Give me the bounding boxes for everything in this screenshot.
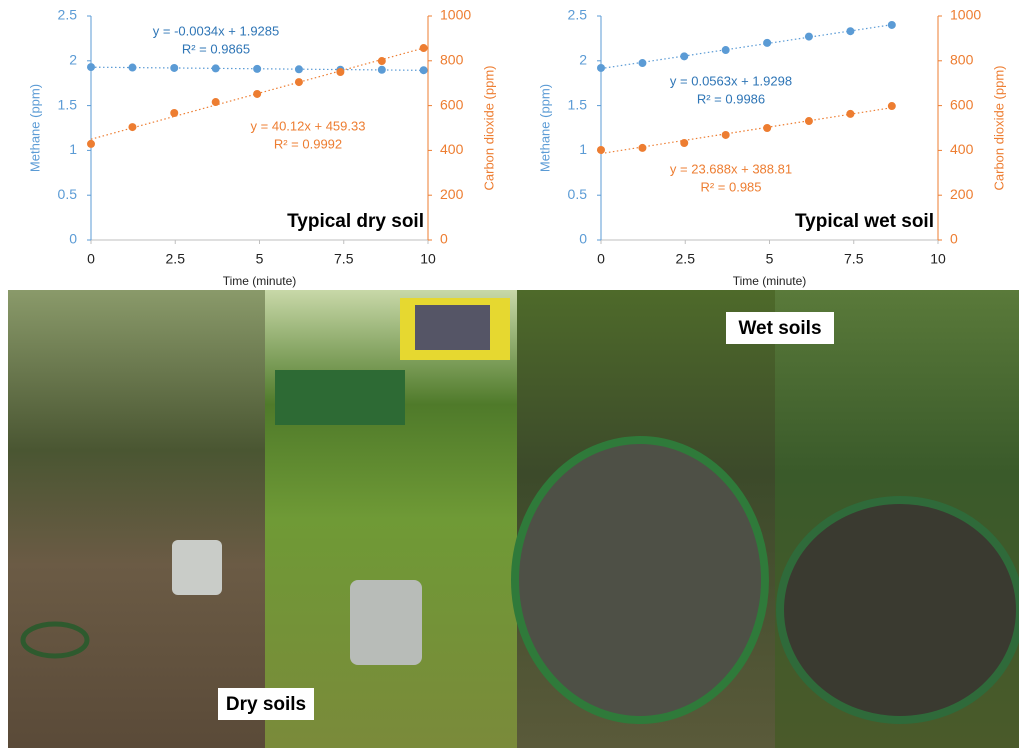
point <box>295 78 303 86</box>
analyzer-screen <box>415 305 490 350</box>
point <box>253 65 261 73</box>
point <box>597 64 605 72</box>
point <box>763 39 771 47</box>
annotation: y = 23.688x + 388.81 <box>670 161 792 176</box>
point <box>805 117 813 125</box>
point <box>763 124 771 132</box>
y2-tick-label: 1000 <box>950 7 981 23</box>
y2-tick-label: 600 <box>440 96 464 112</box>
point <box>680 139 688 147</box>
point <box>87 140 95 148</box>
chart-title: Typical wet soil <box>795 211 934 232</box>
point <box>846 27 854 35</box>
y2-axis-label: Carbon dioxide (ppm) <box>481 65 496 190</box>
point <box>212 98 220 106</box>
collar <box>780 500 1019 720</box>
point <box>295 65 303 73</box>
point <box>846 110 854 118</box>
y-tick-label: 1.5 <box>58 96 78 112</box>
x-tick-label: 0 <box>87 251 95 267</box>
x-tick-label: 5 <box>256 251 264 267</box>
x-tick-label: 2.5 <box>166 251 186 267</box>
x-axis-label: Time (minute) <box>733 274 807 288</box>
point <box>128 123 136 131</box>
photos: Dry soils Wet soils <box>8 290 1019 748</box>
y2-axis-label: Carbon dioxide (ppm) <box>991 65 1006 190</box>
y2-tick-label: 800 <box>440 52 464 68</box>
point <box>420 44 428 52</box>
y-tick-label: 2 <box>69 52 77 68</box>
collar <box>515 440 765 720</box>
point <box>638 144 646 152</box>
annotation: R² = 0.9992 <box>274 136 342 151</box>
y-tick-label: 2.5 <box>568 7 588 23</box>
y2-tick-label: 0 <box>950 231 958 247</box>
point <box>336 68 344 76</box>
annotation: y = -0.0034x + 1.9285 <box>153 23 279 38</box>
y2-tick-label: 200 <box>440 186 464 202</box>
annotation: R² = 0.985 <box>700 179 761 194</box>
photo-dry-1 <box>8 290 265 748</box>
point <box>87 63 95 71</box>
y2-tick-label: 800 <box>950 52 974 68</box>
x-axis-label: Time (minute) <box>223 274 297 288</box>
y-tick-label: 1.5 <box>568 96 588 112</box>
point <box>805 33 813 41</box>
x-tick-label: 7.5 <box>334 251 354 267</box>
x-tick-label: 2.5 <box>676 251 696 267</box>
y-tick-label: 0 <box>69 231 77 247</box>
annotation: y = 40.12x + 459.33 <box>251 118 366 133</box>
y2-tick-label: 600 <box>950 96 974 112</box>
y-tick-label: 0 <box>579 231 587 247</box>
point <box>378 66 386 74</box>
x-tick-label: 10 <box>420 251 436 267</box>
chamber <box>172 540 222 595</box>
y-tick-label: 0.5 <box>58 186 78 202</box>
annotation: R² = 0.9986 <box>697 91 765 106</box>
annotation: y = 0.0563x + 1.9298 <box>670 73 792 88</box>
point <box>378 57 386 65</box>
x-tick-label: 0 <box>597 251 605 267</box>
y-tick-label: 1 <box>69 141 77 157</box>
chamber <box>350 580 422 665</box>
y2-tick-label: 1000 <box>440 7 471 23</box>
point <box>722 131 730 139</box>
x-tick-label: 7.5 <box>844 251 864 267</box>
point <box>212 64 220 72</box>
page: Dry soils Wet soils 02.557.51000.511.522… <box>0 0 1019 748</box>
point <box>128 64 136 72</box>
point <box>888 102 896 110</box>
point <box>680 52 688 60</box>
y2-tick-label: 200 <box>950 186 974 202</box>
point <box>253 90 261 98</box>
chart-title: Typical dry soil <box>287 211 424 232</box>
x-tick-label: 10 <box>930 251 946 267</box>
point <box>170 109 178 117</box>
x-tick-label: 5 <box>766 251 774 267</box>
point <box>888 21 896 29</box>
y2-tick-label: 400 <box>950 141 974 157</box>
point <box>420 66 428 74</box>
vehicle <box>275 370 405 425</box>
y-tick-label: 2 <box>579 52 587 68</box>
y2-tick-label: 0 <box>440 231 448 247</box>
photo-label: Wet soils <box>738 318 821 339</box>
y2-tick-label: 400 <box>440 141 464 157</box>
y-axis-label: Methane (ppm) <box>537 84 552 172</box>
point <box>722 46 730 54</box>
point <box>597 146 605 154</box>
y-axis-label: Methane (ppm) <box>27 84 42 172</box>
point <box>638 59 646 67</box>
photo-label: Dry soils <box>226 694 306 715</box>
point <box>170 64 178 72</box>
figure: Dry soils Wet soils 02.557.51000.511.522… <box>0 0 1019 748</box>
y-tick-label: 0.5 <box>568 186 588 202</box>
y-tick-label: 2.5 <box>58 7 78 23</box>
y-tick-label: 1 <box>579 141 587 157</box>
annotation: R² = 0.9865 <box>182 41 250 56</box>
